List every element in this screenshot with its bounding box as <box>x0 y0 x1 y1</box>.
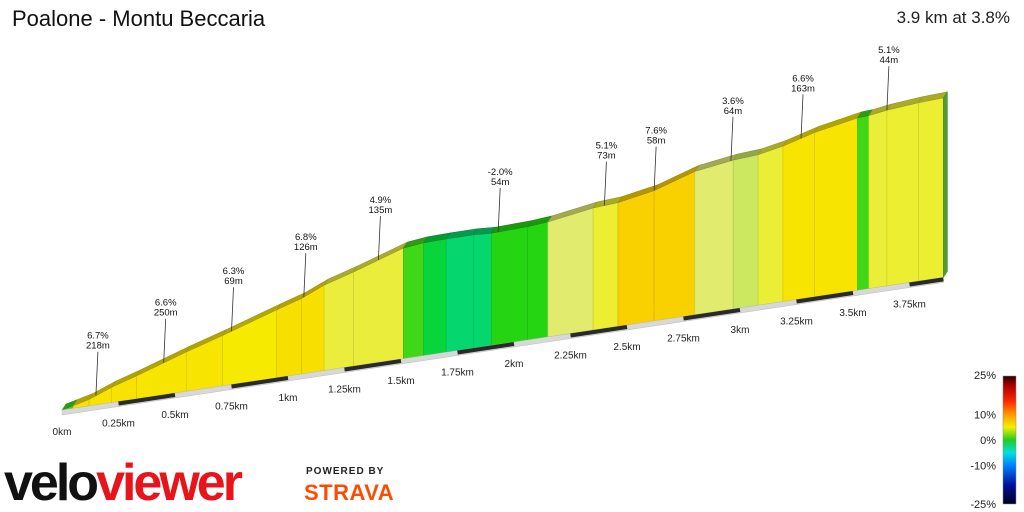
distance-tick-label: 3.75km <box>893 300 926 311</box>
color-scale-label: 10% <box>974 409 996 421</box>
profile-segment <box>868 109 888 289</box>
distance-tick-label: 1.25km <box>328 385 361 396</box>
annotation-leader <box>886 66 890 111</box>
profile-segment <box>547 207 594 338</box>
profile-segment <box>694 159 734 316</box>
distance-tick-label: 2.75km <box>667 334 700 345</box>
color-scale-bar <box>1002 375 1017 505</box>
profile-segment <box>527 221 549 341</box>
annotation-leader <box>497 187 501 232</box>
svg-text:veloviewer: veloviewer <box>4 454 243 512</box>
distance-tick-label: 2.5km <box>613 342 640 353</box>
profile-segment <box>617 190 655 327</box>
profile-segment <box>472 232 492 349</box>
distance-tick-label: 0km <box>53 427 72 438</box>
profile-segment <box>732 154 759 310</box>
annotation-gradient: 3.6% <box>722 96 744 107</box>
profile-end-cap <box>943 90 948 279</box>
profile-segment <box>445 234 474 353</box>
profile-segment <box>782 132 815 302</box>
page-title: Poalone - Montu Beccaria <box>12 6 266 31</box>
annotation-length: 126m <box>294 242 318 253</box>
annotation-leader <box>378 215 381 261</box>
annotation-length: 73m <box>597 151 616 162</box>
profile-segment <box>402 242 424 360</box>
distance-axis: 0km 0.25km 0.5km 0.75km 1km 1.25km 1.5km 1.75km… <box>53 300 926 439</box>
annotation-leader <box>163 318 167 363</box>
distance-tick-label: 2km <box>505 359 524 370</box>
annotation-gradient: 6.6% <box>792 73 814 84</box>
annotation-gradient: 5.1% <box>596 141 618 152</box>
distance-band <box>683 308 741 321</box>
distance-tick-label: 0.75km <box>215 402 248 413</box>
annotation-gradient: 6.6% <box>155 298 177 309</box>
profile-segment <box>918 97 944 282</box>
distance-band <box>231 376 289 389</box>
gradient-annotations: 6.7%218m6.6%250m6.3%69m6.8%126m4.9%135m-… <box>86 45 900 396</box>
annotation-leader <box>231 287 234 332</box>
color-scale-label: 0% <box>980 435 996 447</box>
strava-logo: STRAVA <box>304 480 395 505</box>
distance-tick-label: 1.5km <box>387 376 414 387</box>
annotation-gradient: -2.0% <box>488 167 513 178</box>
annotation-length: 69m <box>224 276 243 287</box>
distance-band <box>570 325 628 338</box>
profile-base-side <box>61 277 944 416</box>
distance-tick-label: 3km <box>731 325 750 336</box>
color-scale-label: 25% <box>974 370 996 382</box>
annotation-leader <box>604 161 607 206</box>
annotation-length: 218m <box>86 341 110 352</box>
profile-segment <box>653 170 696 322</box>
distance-band <box>796 291 854 304</box>
annotation-length: 58m <box>647 136 666 147</box>
distance-tick-label: 0.25km <box>102 419 135 430</box>
annotation-length: 64m <box>724 106 743 117</box>
annotation-length: 135m <box>369 205 393 216</box>
profile-segment <box>276 297 302 379</box>
distance-band <box>344 359 402 372</box>
profile-segments <box>61 90 948 411</box>
distance-band <box>457 342 515 355</box>
annotation-gradient: 6.8% <box>295 232 317 243</box>
color-scale-label: -25% <box>970 499 996 511</box>
annotation-leader <box>303 253 307 298</box>
annotation-gradient: 6.3% <box>223 266 245 277</box>
distance-tick-label: 3.25km <box>780 317 813 328</box>
annotation-length: 54m <box>491 177 510 188</box>
annotation-length: 44m <box>880 55 899 66</box>
annotation-length: 163m <box>791 83 815 94</box>
annotation-leader <box>95 351 99 396</box>
profile-segment <box>886 102 919 287</box>
climb-summary: 3.9 km at 3.8% <box>896 8 1010 27</box>
distance-tick-label: 2.25km <box>554 351 587 362</box>
profile-segment <box>423 238 447 356</box>
color-scale-label: -10% <box>970 461 996 473</box>
annotation-leader <box>800 94 804 139</box>
profile-segment <box>301 284 325 375</box>
powered-by-label: POWERED BY <box>306 466 385 477</box>
annotation-leader <box>653 146 657 191</box>
distance-tick-label: 1km <box>279 393 298 404</box>
gradient-color-scale: 25% 10% 0% -10% -25% <box>970 370 1017 511</box>
distance-tick-label: 3.5km <box>839 308 866 319</box>
profile-segment <box>136 351 187 400</box>
profile-segment <box>323 271 354 371</box>
annotation-gradient: 7.6% <box>645 126 667 137</box>
distance-band <box>909 277 944 287</box>
annotation-gradient: 5.1% <box>878 45 900 56</box>
profile-segment <box>757 145 784 306</box>
profile-segment <box>592 202 619 331</box>
distance-band <box>118 393 176 406</box>
annotation-gradient: 6.7% <box>87 331 109 342</box>
distance-tick-label: 0.5km <box>161 410 188 421</box>
annotation-length: 250m <box>154 308 178 319</box>
annotation-gradient: 4.9% <box>370 195 392 206</box>
profile-segment <box>491 226 528 346</box>
veloviewer-logo: veloviewer <box>4 454 246 512</box>
profile-segment <box>814 117 858 298</box>
annotation-leader <box>730 116 734 161</box>
distance-tick-label: 1.75km <box>441 368 474 379</box>
profile-segment <box>857 115 870 291</box>
